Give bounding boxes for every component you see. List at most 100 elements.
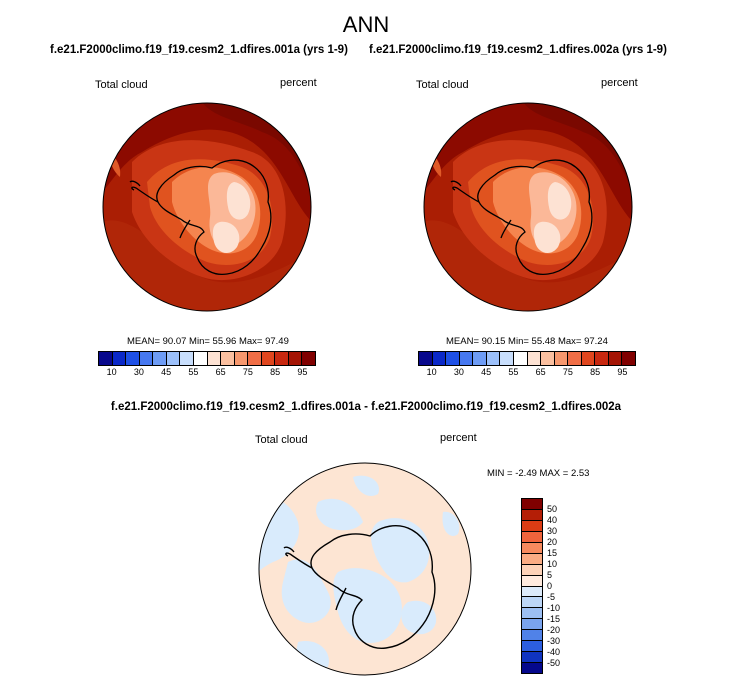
variable-label-left: Total cloud [95, 79, 148, 91]
case-title-left: f.e21.F2000climo.f19_f19.cesm2_1.dfires.… [50, 44, 348, 56]
colorbar-swatch [302, 352, 315, 365]
colorbar-tick-label: 0 [547, 581, 553, 591]
colorbar-swatch [522, 509, 542, 521]
colorbar-swatch [522, 531, 542, 543]
colorbar-swatch [522, 597, 542, 609]
colorbar-tick-label: -30 [547, 636, 561, 646]
colorbar-swatch [522, 575, 542, 587]
colorbar-tick-label: 15 [547, 548, 558, 558]
colorbar-swatch [522, 520, 542, 532]
colorbar-tick-label: 30 [547, 526, 558, 536]
colorbar-swatch [486, 352, 501, 365]
colorbar-swatch [513, 352, 528, 365]
colorbar-swatch [153, 352, 167, 365]
colorbar-tick-label: 5 [547, 570, 553, 580]
colorbar-tick-label: 10 [547, 559, 558, 569]
colorbar-swatch [234, 352, 249, 365]
colorbar-swatch [193, 352, 208, 365]
colorbar-right [418, 351, 636, 366]
colorbar-swatch [522, 586, 542, 598]
colorbar-tick-label: -15 [547, 614, 561, 624]
case-title-right: f.e21.F2000climo.f19_f19.cesm2_1.dfires.… [369, 44, 667, 56]
colorbar-ticks-right: 10 30 45 55 65 75 85 95 [418, 367, 636, 379]
colorbar-swatch [275, 352, 289, 365]
colorbar-tick-label: 65 [215, 367, 226, 377]
colorbar-swatch [99, 352, 113, 365]
units-label-diff: percent [440, 432, 477, 444]
colorbar-tick-label: 20 [547, 537, 558, 547]
colorbar-tick-label: -5 [547, 592, 556, 602]
colorbar-swatch [522, 619, 542, 631]
colorbar-swatch [473, 352, 487, 365]
colorbar-swatch [419, 352, 433, 365]
colorbar-swatch [522, 641, 542, 653]
colorbar-diff [521, 498, 543, 674]
colorbar-ticks-left: 10 30 45 55 65 75 85 95 [98, 367, 316, 379]
colorbar-swatch [527, 352, 542, 365]
variable-label-right: Total cloud [416, 79, 469, 91]
colorbar-swatch [500, 352, 514, 365]
colorbar-swatch [446, 352, 460, 365]
polar-map-left [102, 102, 312, 312]
colorbar-tick-label: 30 [133, 367, 144, 377]
colorbar-tick-label: 40 [547, 515, 558, 525]
units-label-right: percent [601, 77, 638, 89]
stats-left: MEAN= 90.07 Min= 55.96 Max= 97.49 [127, 336, 289, 347]
colorbar-swatch [166, 352, 181, 365]
colorbar-tick-label: 95 [617, 367, 628, 377]
colorbar-swatch [522, 542, 542, 554]
colorbar-left [98, 351, 316, 366]
colorbar-swatch [522, 499, 542, 510]
colorbar-tick-label: -40 [547, 647, 561, 657]
colorbar-swatch [608, 352, 623, 365]
colorbar-tick-label: -50 [547, 658, 561, 668]
colorbar-swatch [248, 352, 262, 365]
colorbar-swatch [522, 652, 542, 664]
colorbar-swatch [581, 352, 596, 365]
colorbar-swatch [261, 352, 276, 365]
colorbar-swatch [522, 553, 542, 565]
colorbar-swatch [139, 352, 154, 365]
stats-diff: MIN = -2.49 MAX = 2.53 [487, 468, 590, 479]
colorbar-tick-label: 75 [562, 367, 573, 377]
colorbar-tick-label: 10 [106, 367, 117, 377]
colorbar-tick-label: 95 [297, 367, 308, 377]
colorbar-swatch [432, 352, 447, 365]
colorbar-swatch [622, 352, 635, 365]
colorbar-tick-label: 45 [481, 367, 492, 377]
diff-title: f.e21.F2000climo.f19_f19.cesm2_1.dfires.… [110, 401, 622, 413]
colorbar-tick-label: 30 [453, 367, 464, 377]
colorbar-swatch [595, 352, 609, 365]
colorbar-swatch [180, 352, 194, 365]
units-label-left: percent [280, 77, 317, 89]
colorbar-tick-label: -10 [547, 603, 561, 613]
colorbar-swatch [288, 352, 303, 365]
colorbar-tick-label: 10 [426, 367, 437, 377]
colorbar-swatch [459, 352, 474, 365]
colorbar-tick-label: 85 [270, 367, 281, 377]
variable-label-diff: Total cloud [255, 434, 308, 446]
colorbar-tick-label: 75 [242, 367, 253, 377]
colorbar-swatch [541, 352, 555, 365]
colorbar-tick-label: 55 [188, 367, 199, 377]
season-title: ANN [342, 12, 390, 37]
colorbar-tick-label: 85 [590, 367, 601, 377]
colorbar-swatch [568, 352, 582, 365]
colorbar-tick-label: 45 [161, 367, 172, 377]
polar-map-right [423, 102, 633, 312]
colorbar-swatch [207, 352, 222, 365]
colorbar-ticks-diff: 50 40 30 20 15 10 5 0 -5 -10 -15 -20 -30 -40 -50 [547, 498, 577, 674]
colorbar-swatch [522, 608, 542, 620]
stats-right: MEAN= 90.15 Min= 55.48 Max= 97.24 [446, 336, 608, 347]
colorbar-swatch [522, 564, 542, 576]
colorbar-swatch [522, 630, 542, 642]
colorbar-swatch [221, 352, 235, 365]
colorbar-tick-label: -20 [547, 625, 561, 635]
polar-map-diff [258, 462, 472, 676]
colorbar-swatch [522, 663, 542, 673]
colorbar-tick-label: 65 [535, 367, 546, 377]
colorbar-swatch [126, 352, 140, 365]
colorbar-tick-label: 50 [547, 504, 558, 514]
colorbar-swatch [554, 352, 569, 365]
colorbar-tick-label: 55 [508, 367, 519, 377]
